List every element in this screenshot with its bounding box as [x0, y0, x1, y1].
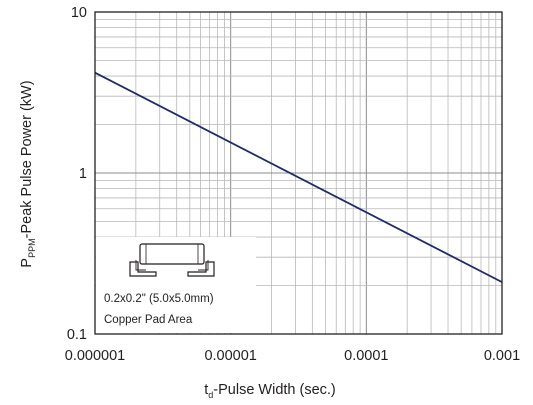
tick-labels: 0.000001 0.00001 0.0001 0.001 0.1 1 10	[65, 5, 520, 364]
inset-label-size: 0.2x0.2" (5.0x5.0mm)	[104, 293, 214, 305]
inset-label-area: Copper Pad Area	[104, 314, 193, 326]
series-layer	[94, 71, 503, 283]
series-line	[94, 71, 503, 283]
x-tick-label: 0.000001	[65, 348, 125, 364]
inset-legend: 0.2x0.2" (5.0x5.0mm) Copper Pad Area	[96, 237, 256, 333]
y-tick-label: 0.1	[67, 327, 87, 343]
grid	[94, 12, 502, 335]
x-tick-label: 0.00001	[204, 348, 256, 364]
pad-package-icon	[129, 243, 215, 277]
plot-frame	[94, 11, 503, 335]
x-tick-label: 0.001	[484, 348, 520, 364]
y-axis-label: PPPM-Peak Pulse Power (kW)	[19, 80, 37, 267]
y-tick-label: 10	[71, 5, 87, 21]
x-tick-label: 0.0001	[344, 348, 388, 364]
y-tick-label: 1	[79, 166, 87, 182]
x-axis-label: td-Pulse Width (sec.)	[204, 382, 336, 400]
